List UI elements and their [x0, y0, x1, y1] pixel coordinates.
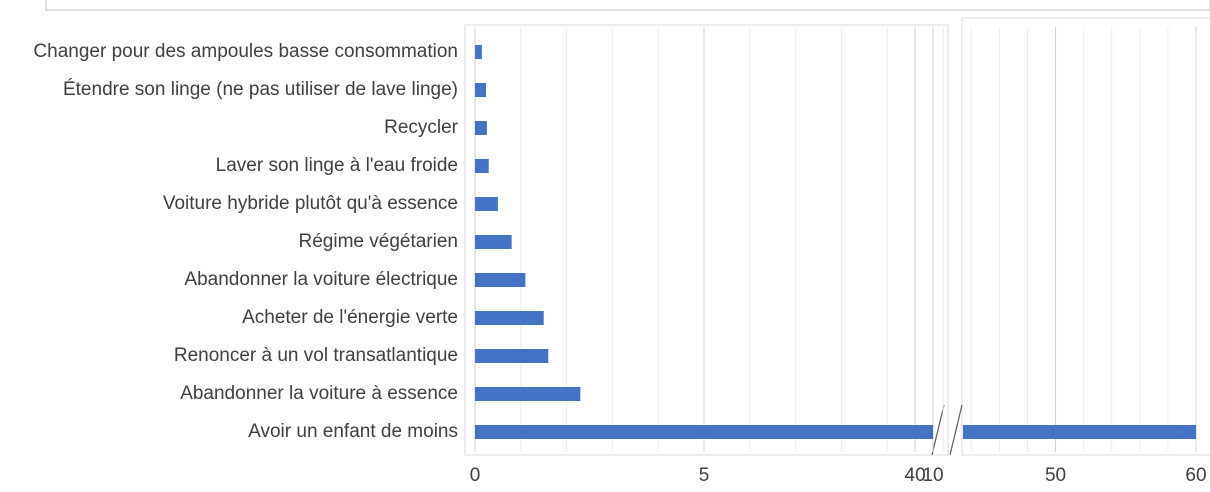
bar — [963, 425, 1196, 439]
right-panel — [961, 17, 1210, 456]
bar — [475, 121, 487, 135]
x-tick-label: 10 — [922, 465, 943, 486]
bar — [475, 387, 581, 401]
bar — [475, 159, 489, 173]
x-tick-label: 5 — [699, 465, 710, 486]
bar — [475, 349, 549, 363]
y-tick-label: Abandonner la voiture à essence — [180, 383, 458, 404]
y-tick-label: Changer pour des ampoules basse consomma… — [33, 41, 458, 62]
bar — [475, 45, 482, 59]
title-box — [45, 0, 1210, 11]
y-tick-label: Laver son linge à l'eau froide — [216, 155, 458, 176]
y-tick-label: Abandonner la voiture électrique — [184, 269, 458, 290]
bar — [475, 83, 486, 97]
y-tick-label: Renoncer à un vol transatlantique — [174, 345, 458, 366]
left-panel — [464, 24, 949, 456]
y-tick-label: Avoir un enfant de moins — [248, 421, 458, 442]
bar — [475, 235, 512, 249]
y-tick-label: Recycler — [384, 117, 459, 138]
bar — [475, 273, 526, 287]
axis-break — [931, 404, 945, 456]
axis-break — [949, 404, 963, 456]
bar — [475, 425, 933, 439]
x-tick-label: 0 — [470, 465, 481, 486]
x-tick-label: 40 — [905, 465, 926, 486]
bar — [475, 197, 498, 211]
y-tick-label: Voiture hybride plutôt qu'à essence — [163, 193, 458, 214]
y-tick-label: Acheter de l'énergie verte — [242, 307, 458, 328]
y-tick-label: Étendre son linge (ne pas utiliser de la… — [63, 79, 458, 100]
x-tick-label: 60 — [1185, 465, 1206, 486]
y-tick-label: Régime végétarien — [299, 231, 458, 252]
bar — [475, 311, 544, 325]
x-tick-label: 50 — [1045, 465, 1066, 486]
